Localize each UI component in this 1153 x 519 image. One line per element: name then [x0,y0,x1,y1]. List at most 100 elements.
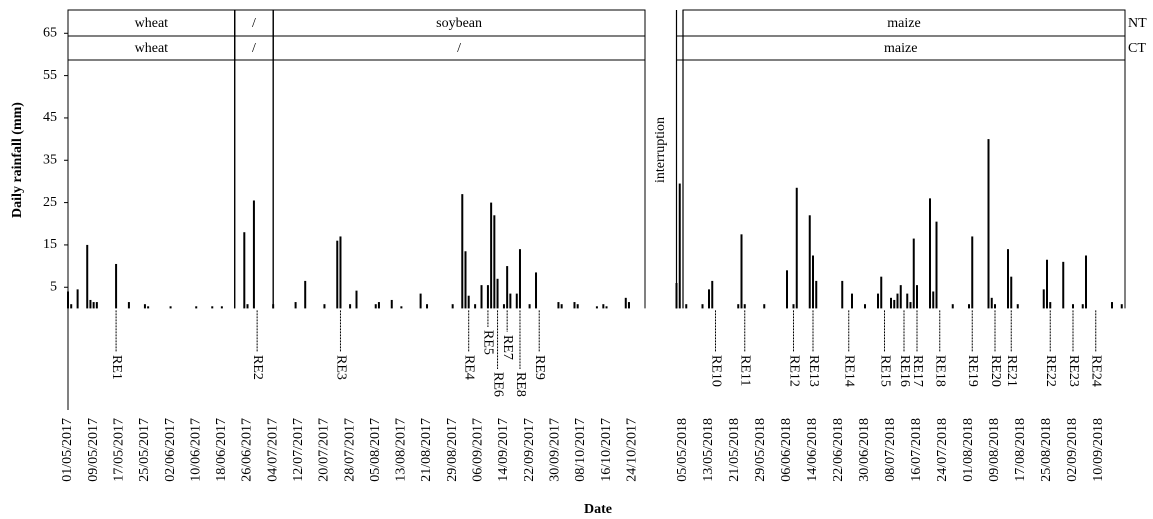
event-label: RE8 [513,372,528,397]
bar [1049,302,1052,309]
bar [990,297,993,309]
bar [493,215,496,309]
x-tick-label: 01/05/2017 [60,418,75,482]
bar [252,200,255,309]
event-label: RE18 [933,355,948,387]
event-label: RE3 [333,355,348,380]
bar [220,306,223,309]
row-label: NT [1128,16,1147,31]
bar [557,302,560,309]
crop-label: wheat [135,16,169,31]
event-label: RE10 [708,355,723,387]
bar [627,302,630,309]
bar [92,302,95,309]
bar [1007,249,1009,309]
event-label: RE24 [1089,355,1104,387]
x-tick-label: 06/06/2018 [779,418,794,482]
event-label: RE1 [109,355,124,380]
x-tick-label: 13/08/2017 [394,418,409,482]
bar [877,293,879,309]
x-tick-label: 14/06/2018 [805,418,820,482]
bar [815,280,818,309]
x-tick-label: 16/07/2018 [909,418,924,482]
bar [1016,304,1019,309]
bar [708,289,710,309]
event-label: RE14 [842,355,857,387]
event-label: RE15 [877,355,892,387]
bar [573,302,576,309]
event-label: RE6 [490,372,505,397]
bar [349,304,352,309]
bar [808,215,811,309]
bar [864,304,866,309]
bar [390,299,393,309]
x-tick-label: 09/08/2018 [987,418,1002,482]
bar [474,304,477,309]
bar [490,202,493,309]
bar [851,293,853,309]
x-tick-label: 25/05/2017 [137,418,152,482]
event-label: RE7 [500,335,515,360]
bar [932,291,935,309]
x-tick-label: 26/06/2017 [240,418,255,482]
bar [528,304,531,309]
bar [169,306,172,309]
event-label: RE23 [1066,355,1081,387]
bar [1120,304,1123,309]
bar [987,139,990,309]
bar [896,293,899,309]
bar [701,304,704,309]
bar [1081,304,1084,309]
bar [912,238,915,309]
bar [880,276,883,309]
x-tick-label: 22/06/2018 [831,418,846,482]
bar [711,280,714,309]
bar [461,194,464,309]
x-tick-label: 02/06/2017 [163,418,178,482]
y-tick-label: 55 [43,68,57,83]
bar [294,302,297,309]
bar [518,249,521,309]
bar [1046,259,1048,309]
bar [971,236,974,309]
x-tick-label: 16/10/2017 [599,418,614,482]
bar [336,240,339,309]
y-axis-label: Daily rainfall (mm) [10,102,25,218]
bar [467,295,470,309]
y-tick-label: 5 [50,279,57,294]
bar [916,285,918,309]
x-tick-label: 04/07/2017 [265,418,280,482]
crop-label: soybean [436,16,482,31]
bar [243,232,246,309]
bar [899,285,902,309]
event-label: RE4 [461,355,476,380]
bar [560,304,563,309]
x-tick-label: 30/06/2018 [857,418,872,482]
x-tick-label: 24/10/2017 [624,418,639,482]
event-label: RE19 [965,355,980,387]
crop-label: / [252,41,256,56]
bar [795,187,798,309]
event-label: RE11 [738,355,753,386]
bar [605,306,608,309]
bar [890,297,892,309]
bar [994,304,996,309]
crop-label: / [457,41,461,56]
x-tick-label: 30/09/2017 [547,418,562,482]
bar [115,263,118,309]
bar [211,306,214,309]
y-tick-label: 35 [43,152,57,167]
bar [678,183,681,309]
x-tick-label: 17/05/2017 [112,418,127,482]
x-tick-label: 29/05/2018 [753,418,768,482]
x-tick-label: 13/05/2018 [701,418,716,482]
bar [685,304,688,309]
crop-label: / [252,16,256,31]
crop-label: maize [884,41,917,56]
x-tick-label: 20/07/2017 [317,418,332,482]
x-tick-label: 14/09/2017 [496,418,511,482]
x-tick-label: 24/07/2018 [935,418,950,482]
bar [576,304,579,309]
event-label: RE9 [532,355,547,380]
bar [951,304,954,309]
